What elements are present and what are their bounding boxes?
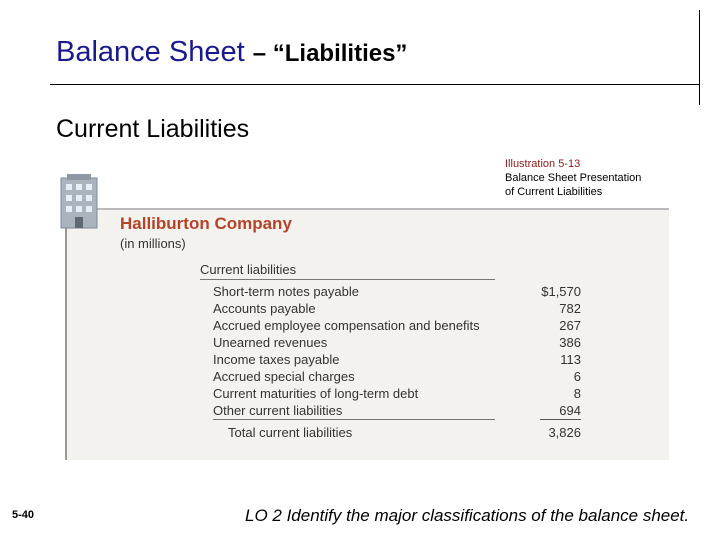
- illustration: Illustration 5-13 Balance Sheet Presenta…: [505, 157, 641, 199]
- row-label: Unearned revenues: [213, 335, 328, 350]
- title: Balance Sheet – “Liabilities”: [56, 36, 407, 69]
- row-label: Short-term notes payable: [213, 284, 359, 299]
- illustration-line: Balance Sheet Presentation: [505, 172, 642, 184]
- amount-rule: [540, 419, 581, 420]
- building-icon: [60, 174, 98, 229]
- row-amount: 8: [573, 386, 581, 401]
- total-label: Total current liabilities: [228, 425, 353, 440]
- title-rest: – “Liabilities”: [252, 40, 408, 67]
- row-label: Accounts payable: [213, 301, 316, 316]
- row-amount: 6: [573, 369, 581, 384]
- statement-panel: [65, 208, 669, 460]
- row-label: Income taxes payable: [213, 352, 340, 367]
- objective: LO 2 Identify the major classifications …: [245, 506, 690, 525]
- row-label: Current maturities of long-term debt: [213, 386, 419, 401]
- title-main: Balance Sheet: [56, 36, 245, 68]
- company: Halliburton Company: [120, 214, 292, 233]
- page-number: 5-40: [12, 509, 35, 521]
- illustration-line: Illustration 5-13: [505, 158, 581, 170]
- row-amount: $1,570: [541, 284, 581, 299]
- row-amount: 782: [559, 301, 581, 316]
- row-label: Accrued employee compensation and benefi…: [213, 318, 480, 333]
- row-amount: 694: [559, 403, 581, 418]
- row-label: Other current liabilities: [213, 403, 343, 418]
- heading: Current Liabilities: [56, 115, 250, 143]
- section: Current liabilities: [200, 262, 297, 277]
- units: (in millions): [120, 236, 186, 251]
- illustration-line: of Current Liabilities: [505, 186, 603, 198]
- row-amount: 113: [560, 352, 581, 367]
- row-amount: 267: [559, 318, 581, 333]
- title-rule: [50, 84, 700, 85]
- row-amount: 386: [559, 335, 581, 350]
- row-label: Accrued special charges: [213, 369, 355, 384]
- side-rule: [699, 10, 700, 105]
- total-rule: [213, 419, 495, 420]
- section-rule: [200, 279, 495, 280]
- total-amount: 3,826: [548, 425, 581, 440]
